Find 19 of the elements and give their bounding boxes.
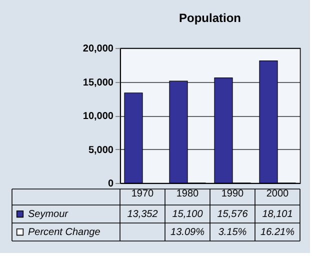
data-label: 15,100 <box>172 209 204 220</box>
x-tick-label: 2000 <box>266 188 290 200</box>
data-label: 3.15% <box>218 227 247 238</box>
y-tick-label: 15,000 <box>82 77 114 88</box>
x-tick-label: 1980 <box>176 188 200 200</box>
y-tick-label: 20,000 <box>82 44 114 54</box>
chart-title: Population <box>179 11 241 25</box>
y-tick-label: 0 <box>108 178 114 190</box>
legend-label: Percent Change <box>28 227 101 238</box>
y-tick-label: 10,000 <box>82 111 114 122</box>
x-tick-label: 1990 <box>221 188 244 200</box>
x-tick-label: 1970 <box>131 188 154 200</box>
data-label: 15,576 <box>217 209 248 220</box>
legend-label: Seymour <box>28 209 69 220</box>
data-label: 13,352 <box>127 209 158 220</box>
data-label: 16.21% <box>260 227 295 238</box>
y-tick-label: 5,000 <box>88 144 114 156</box>
data-label: 18,101 <box>262 209 293 220</box>
data-label: 13.09% <box>170 227 205 238</box>
